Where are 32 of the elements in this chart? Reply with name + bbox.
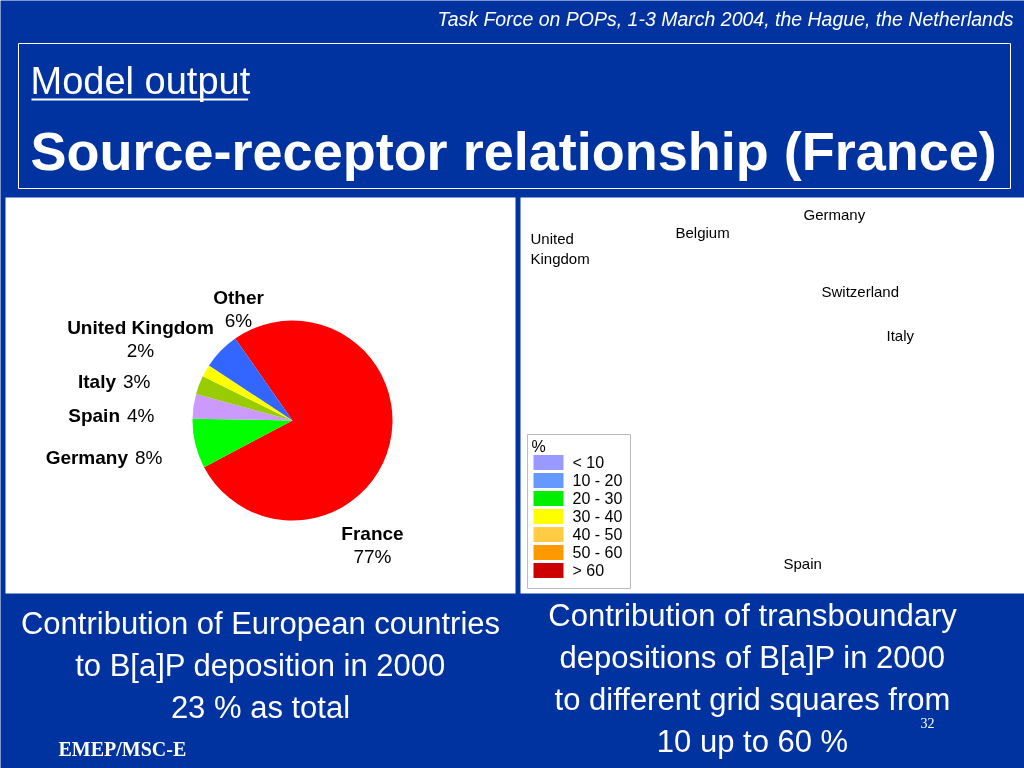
text: United Kingdom xyxy=(530,229,590,267)
text: Belgium xyxy=(675,224,730,241)
data-label: 6% xyxy=(224,310,253,331)
category-label: < 10 xyxy=(572,454,605,471)
slice-label: Germany xyxy=(45,447,129,468)
text: Task Force on POPs, 1-3 March 2004, the Hague, the Netherlands xyxy=(437,7,1014,30)
slice-label: France xyxy=(341,523,404,544)
text: 32 xyxy=(920,715,935,731)
category-label: 20 - 30 xyxy=(572,490,623,507)
slice-label: Other xyxy=(213,287,265,308)
slice-label: Spain xyxy=(68,405,120,426)
text: Italy xyxy=(886,327,915,344)
category-label: 40 - 50 xyxy=(572,526,623,543)
data-label: 4% xyxy=(127,405,155,426)
category-label: 30 - 40 xyxy=(572,508,623,525)
category-label: > 60 xyxy=(572,562,605,579)
text: Germany xyxy=(803,206,866,223)
data-label: 2% xyxy=(126,340,155,361)
data-label: 3% xyxy=(123,371,151,392)
legend-title: % xyxy=(531,438,546,455)
text: Contribution of European countries to B[a]P deposition in 2000 23 % as total xyxy=(20,605,501,725)
category-label: 10 - 20 xyxy=(572,472,623,489)
category-label: 50 - 60 xyxy=(572,544,623,561)
text: Switzerland xyxy=(821,283,900,300)
slice-label: United Kingdom xyxy=(67,317,214,338)
chart-subtitle: Model output xyxy=(30,59,251,102)
slice-label: Italy xyxy=(77,371,117,392)
data-label: 8% xyxy=(135,447,163,468)
text: Source-receptor relationship (France) xyxy=(30,120,997,181)
text: Spain xyxy=(783,555,822,572)
data-label: 77% xyxy=(353,546,392,567)
text: EMEP/MSC-E xyxy=(58,737,187,760)
